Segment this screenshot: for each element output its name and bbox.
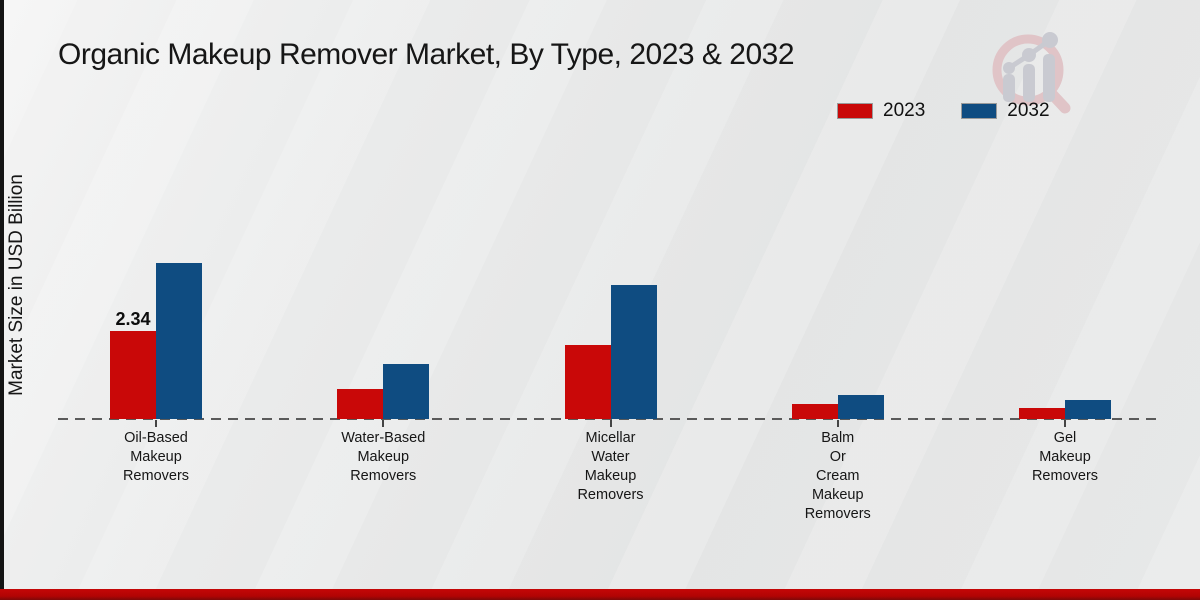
chart-title: Organic Makeup Remover Market, By Type, … <box>58 38 795 71</box>
x-axis-tick <box>836 420 839 427</box>
zero-baseline-dashed <box>58 418 1160 420</box>
category-label-gel-makeup-removers: Gel Makeup Removers <box>1031 430 1099 484</box>
category-label-balm-or-cream-makeup-removers: Balm Or Cream Makeup Removers <box>804 430 871 522</box>
legend-label-2032: 2032 <box>1007 100 1050 121</box>
bar-value-label-2023: 2.34 <box>115 309 151 330</box>
category-label-water-based-makeup-removers: Water-Based Makeup Removers <box>341 430 426 484</box>
bar-2023-balm-or-cream-makeup-removers <box>791 404 838 419</box>
x-axis-tick <box>609 420 612 427</box>
bar-2023-oil-based-makeup-removers <box>110 331 156 419</box>
magnifier-bar-chart-logo <box>992 32 1071 114</box>
left-edge-strip <box>0 0 4 589</box>
bar-2023-micellar-water-makeup-removers <box>564 345 611 419</box>
bar-2023-water-based-makeup-removers <box>337 389 384 419</box>
legend-item-2032: 2032 <box>961 100 1050 122</box>
bar-2023-gel-makeup-removers <box>1019 408 1065 419</box>
legend: 2023 2032 <box>837 100 1050 122</box>
bar-2032-oil-based-makeup-removers <box>156 263 202 419</box>
category-label-oil-based-makeup-removers: Oil-Based Makeup Removers <box>122 430 190 484</box>
x-axis-tick <box>155 420 157 427</box>
legend-label-2023: 2023 <box>883 100 926 121</box>
legend-swatch-2023 <box>837 103 873 119</box>
x-axis-tick <box>382 420 385 427</box>
category-label-micellar-water-makeup-removers: Micellar Water Makeup Removers <box>577 430 644 503</box>
bar-2032-micellar-water-makeup-removers <box>610 284 657 419</box>
bar-2032-balm-or-cream-makeup-removers <box>837 395 884 419</box>
bar-2032-water-based-makeup-removers <box>383 364 430 419</box>
bar-2032-gel-makeup-removers <box>1065 399 1111 419</box>
legend-swatch-2032 <box>961 103 998 119</box>
footer-red-band <box>0 589 1200 600</box>
legend-item-2023: 2023 <box>837 100 925 122</box>
x-axis-tick <box>1064 420 1066 427</box>
